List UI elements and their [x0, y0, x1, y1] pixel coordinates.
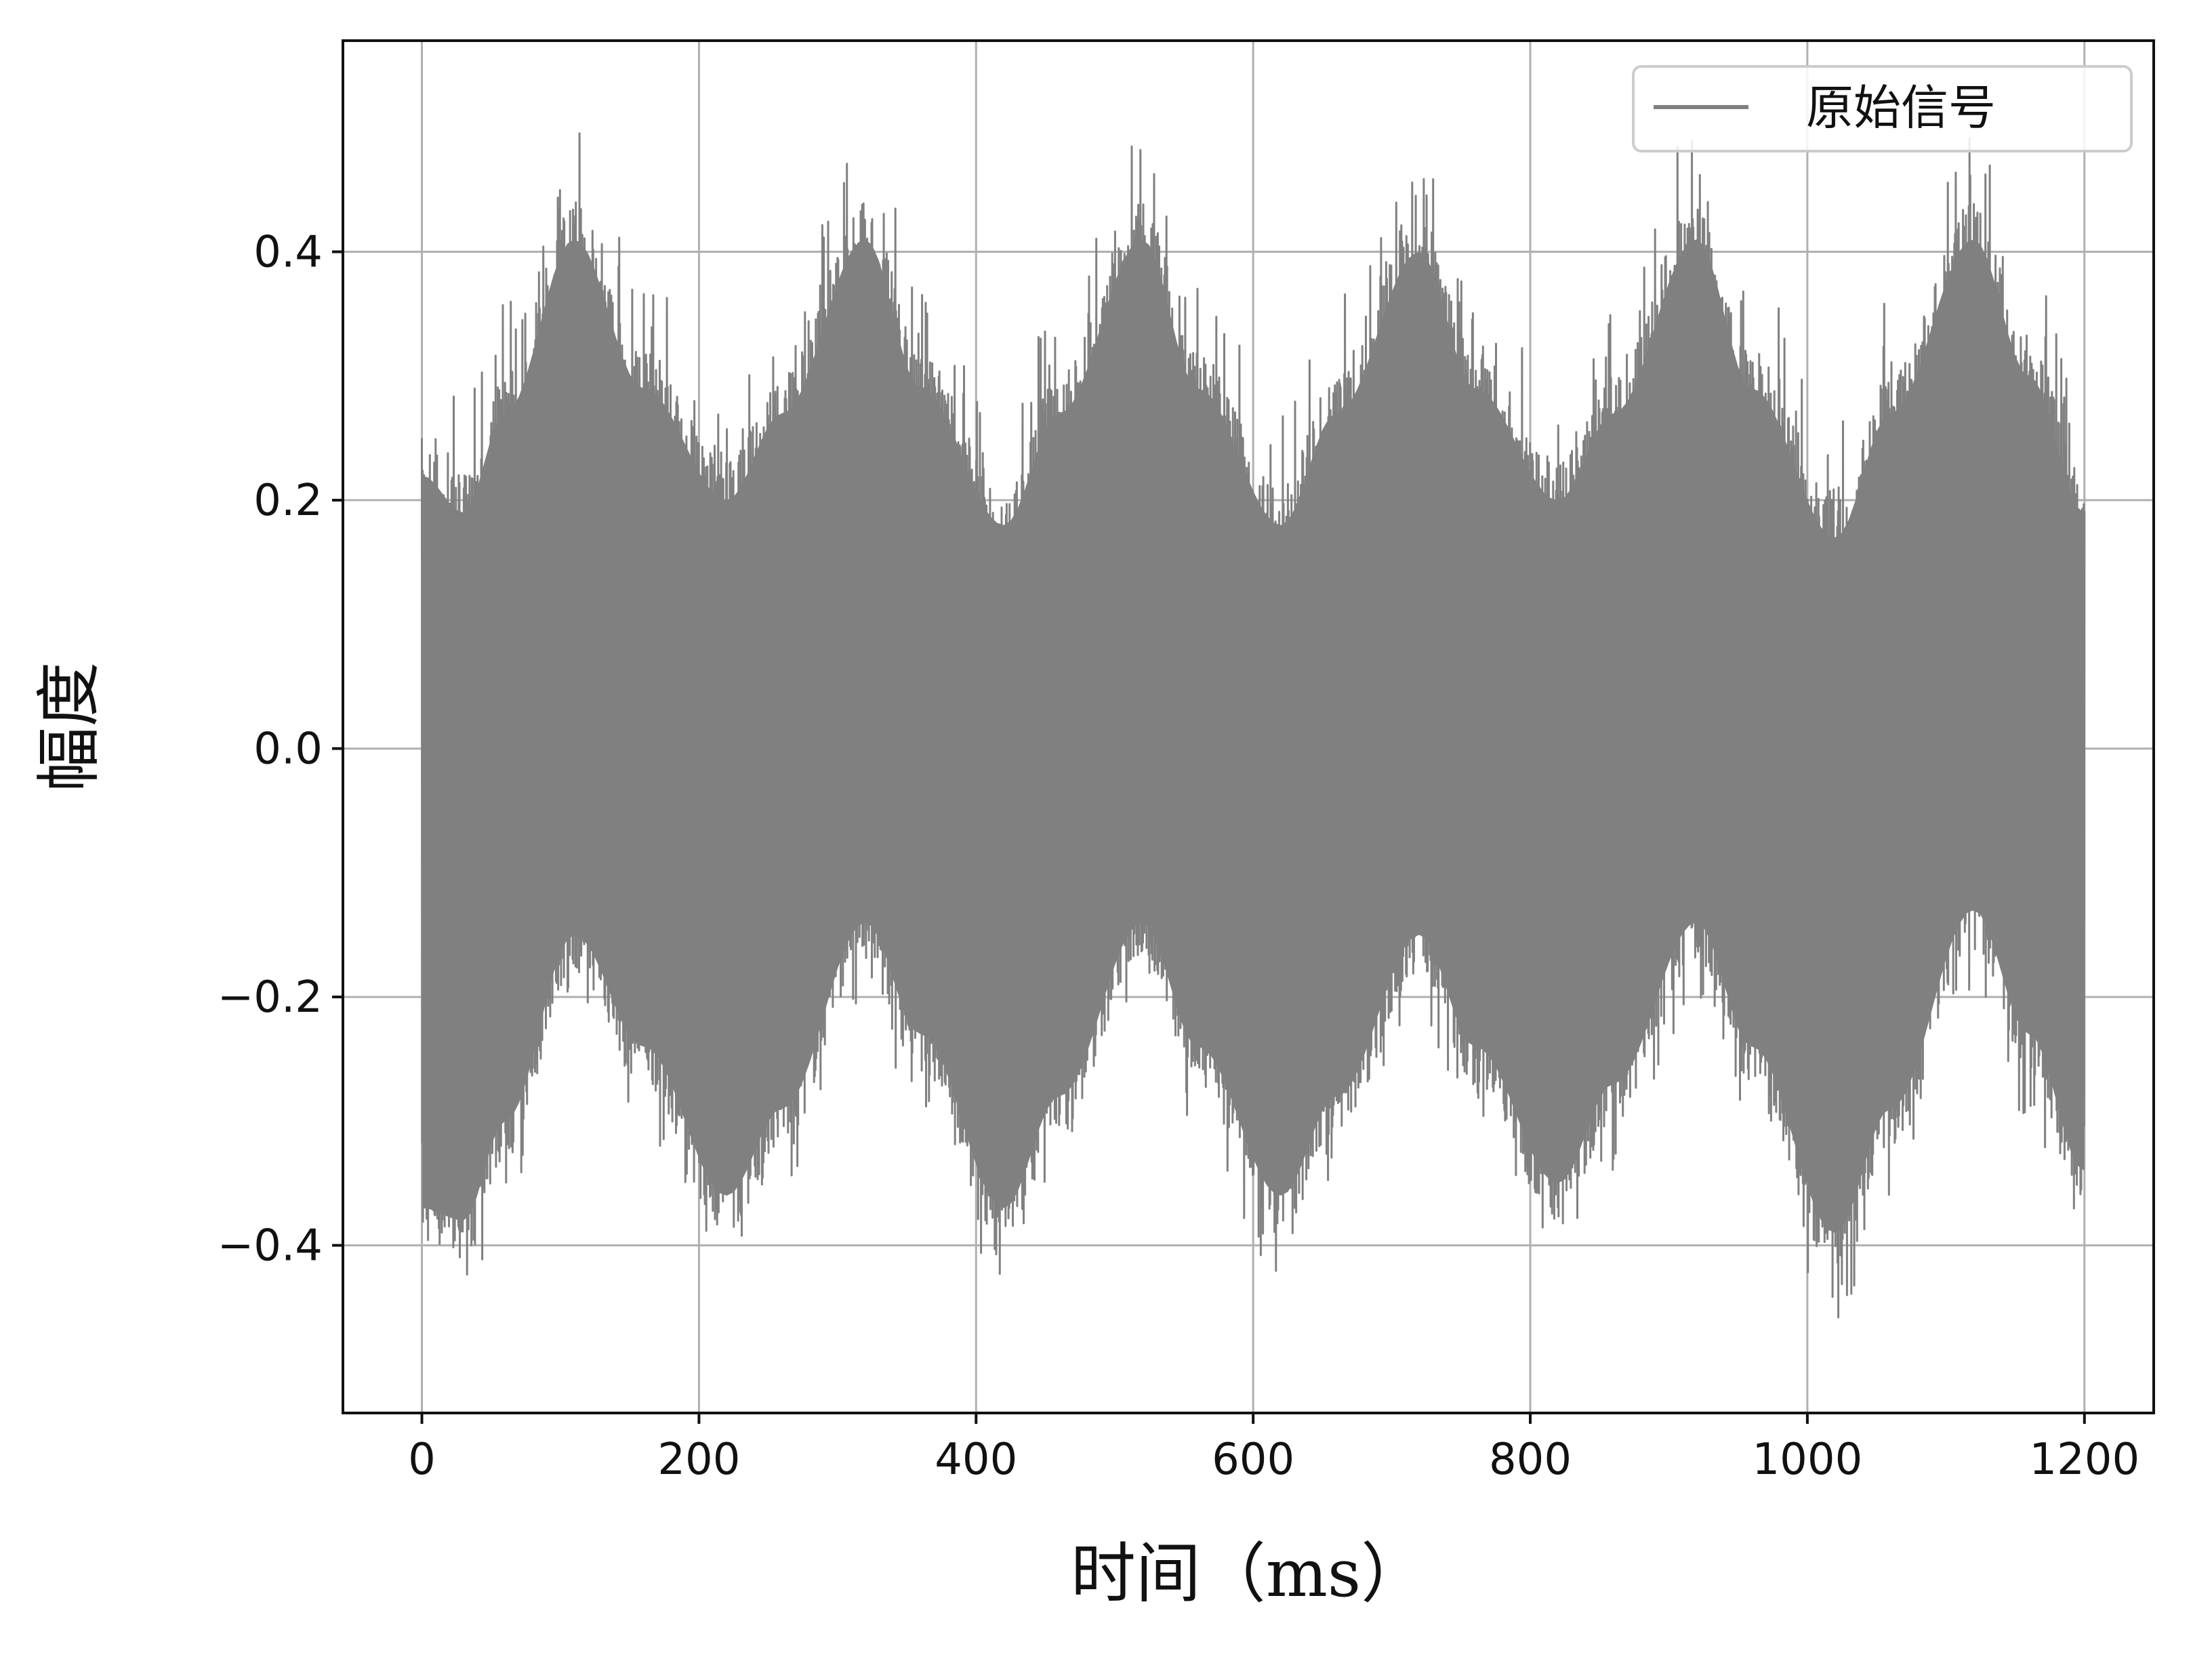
- ticks: 0 200 400 600 800 1000 1200 0.4 0.2 0.0 −0.2 −0.4: [218, 228, 2140, 1485]
- x-tick-label: 600: [1212, 1435, 1294, 1485]
- plot-frame: [342, 39, 2155, 1414]
- x-tick-label: 800: [1489, 1435, 1572, 1485]
- x-tick-label: 1000: [1752, 1435, 1862, 1485]
- x-tick-label: 0: [408, 1435, 436, 1485]
- x-tick-label: 400: [935, 1435, 1017, 1485]
- y-axis-label: 幅度: [31, 662, 107, 792]
- y-tick-label: −0.2: [218, 972, 323, 1023]
- y-tick-label: 0.2: [253, 476, 323, 526]
- y-tick-label: 0.4: [253, 228, 323, 278]
- y-tick-label: −0.4: [218, 1221, 323, 1271]
- legend-entry-original-signal: 原始信号: [1806, 80, 1996, 136]
- x-tick-label: 1200: [2029, 1435, 2139, 1485]
- legend: 原始信号: [1632, 65, 2133, 152]
- x-tick-label: 200: [657, 1435, 740, 1485]
- legend-box: [1632, 65, 2133, 152]
- y-tick-label: 0.0: [253, 724, 323, 775]
- series-line-original-signal: [421, 132, 2086, 1319]
- series-original-signal: [421, 132, 2086, 1319]
- x-axis-label: 时间（ms）: [1071, 1536, 1426, 1612]
